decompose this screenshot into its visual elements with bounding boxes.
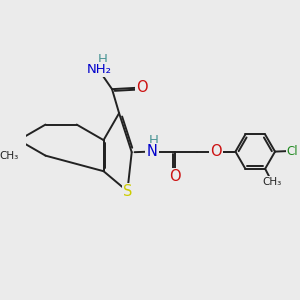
Text: CH₃: CH₃ [0, 151, 18, 161]
Text: H: H [149, 134, 159, 147]
Text: CH₃: CH₃ [262, 177, 282, 187]
Text: Cl: Cl [287, 145, 298, 158]
Text: O: O [136, 80, 148, 95]
Text: NH₂: NH₂ [87, 63, 112, 76]
Text: N: N [147, 144, 158, 159]
Text: O: O [169, 169, 181, 184]
Text: S: S [123, 184, 132, 199]
Text: O: O [210, 144, 221, 159]
Text: H: H [98, 53, 108, 66]
